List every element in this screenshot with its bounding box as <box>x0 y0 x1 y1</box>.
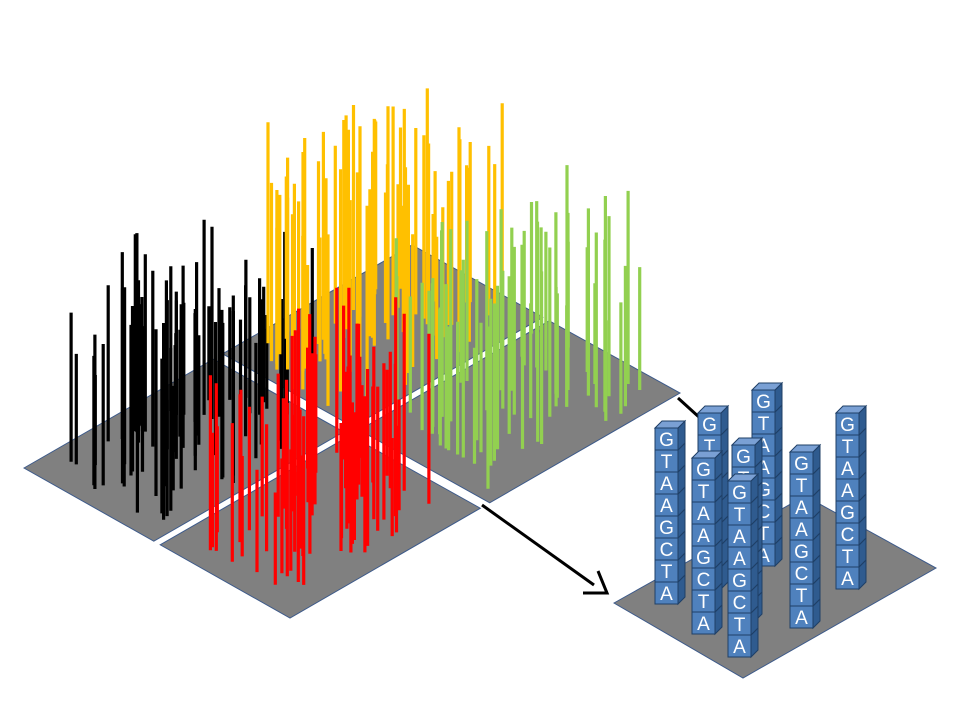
nucleotide-label: T <box>842 547 854 568</box>
nucleotide-label: A <box>841 569 854 590</box>
zoom-line-top <box>676 396 702 420</box>
sequence-columns: ATCGAATGATCGAATGATCGAATGATCGAATGATCGAATG… <box>653 381 868 659</box>
nucleotide-label: G <box>696 548 711 569</box>
nucleotide-label: T <box>796 476 808 497</box>
nucleotide-label: T <box>661 562 673 583</box>
nucleotide-label: T <box>698 592 710 613</box>
cluster-bars-red <box>208 287 431 585</box>
nucleotide-label: G <box>659 430 674 451</box>
nucleotide-label: G <box>840 415 855 436</box>
cube-top <box>690 450 724 459</box>
nucleotide-label: A <box>795 608 808 629</box>
nucleotide-label: G <box>736 447 751 468</box>
nucleotide-label: T <box>734 505 746 526</box>
nucleotide-label: A <box>660 474 673 495</box>
nucleotide-label: C <box>841 525 855 546</box>
cube-top <box>653 420 687 429</box>
cube-top <box>788 444 822 453</box>
nucleotide-label: A <box>733 549 746 570</box>
nucleotide-label: A <box>795 520 808 541</box>
nucleotide-label: G <box>702 415 717 436</box>
nucleotide-label: A <box>733 637 746 658</box>
nucleotide-label: G <box>659 518 674 539</box>
nucleotide-label: T <box>734 615 746 636</box>
nucleotide-label: A <box>697 504 710 525</box>
nucleotide-label: A <box>660 584 673 605</box>
cube-top <box>834 405 868 414</box>
nucleotide-label: G <box>696 460 711 481</box>
nucleotide-label: G <box>794 542 809 563</box>
nucleotide-label: A <box>841 481 854 502</box>
nucleotide-label: G <box>794 454 809 475</box>
zoom-arrow-line <box>481 503 595 587</box>
nucleotide-label: T <box>758 414 770 435</box>
nucleotide-label: T <box>796 586 808 607</box>
nucleotide-label: A <box>660 496 673 517</box>
nucleotide-label: C <box>660 540 674 561</box>
nucleotide-label: G <box>732 571 747 592</box>
nucleotide-label: C <box>697 570 711 591</box>
nucleotide-label: G <box>756 392 771 413</box>
nucleotide-label: T <box>842 437 854 458</box>
nucleotide-label: C <box>795 564 809 585</box>
nucleotide-label: A <box>733 527 746 548</box>
cube-top <box>696 405 730 414</box>
nucleotide-label: A <box>841 459 854 480</box>
nucleotide-label: C <box>733 593 747 614</box>
zoom-arrows <box>481 396 702 595</box>
zoom-arrowhead <box>583 570 610 595</box>
cube-top <box>726 473 760 482</box>
nucleotide-label: A <box>697 614 710 635</box>
nucleotide-label: G <box>732 483 747 504</box>
cube-top <box>730 437 764 446</box>
nucleotide-label: A <box>795 498 808 519</box>
nucleotide-label: T <box>698 482 710 503</box>
cube-top <box>750 382 784 391</box>
nucleotide-label: G <box>840 503 855 524</box>
nucleotide-label: A <box>697 526 710 547</box>
nucleotide-label: T <box>661 452 673 473</box>
